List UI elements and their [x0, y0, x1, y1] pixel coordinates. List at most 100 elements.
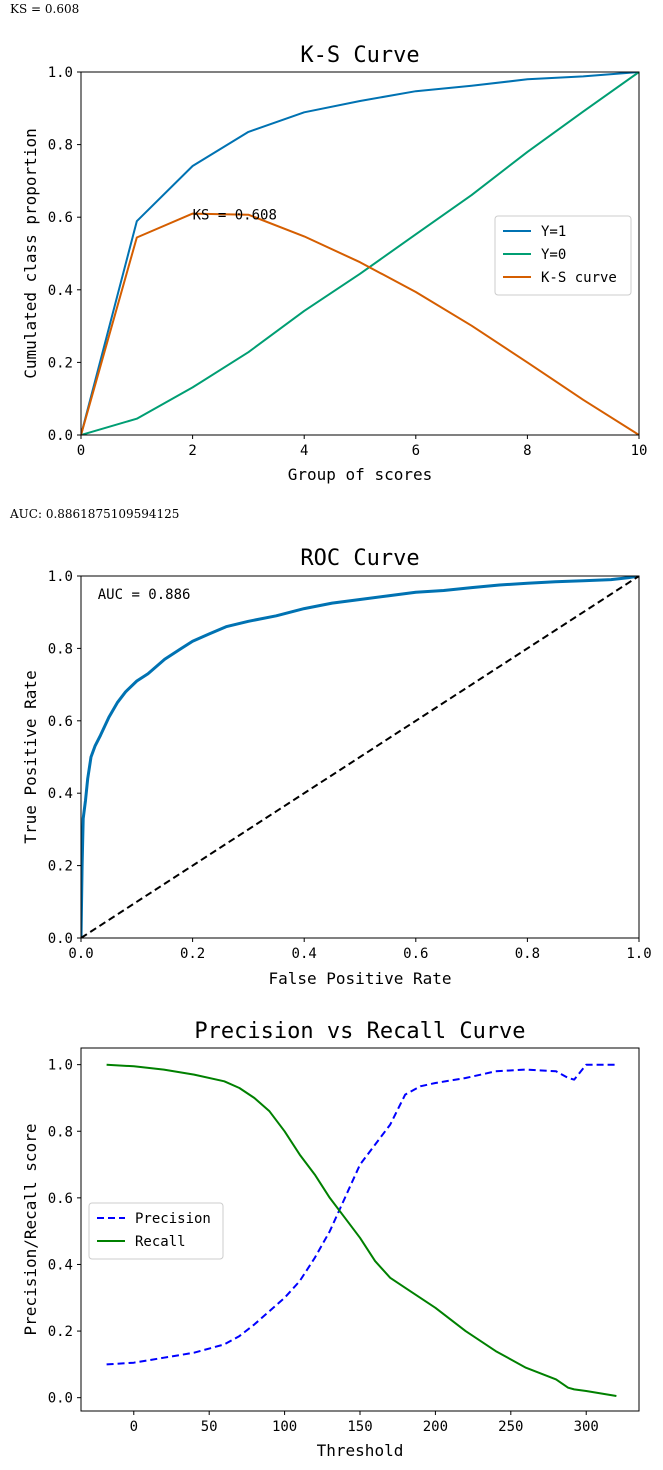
ks-series-y-0-line [81, 72, 639, 435]
roc-x-tick-label: 0.6 [403, 946, 428, 962]
ks-x-tick-label: 8 [523, 443, 531, 459]
pr-chart-title: Precision vs Recall Curve [194, 1019, 525, 1044]
roc-y-tick-label: 0.8 [48, 641, 73, 657]
pr-y-tick: 0.2 [48, 1324, 81, 1340]
roc-x-tick: 0.2 [180, 938, 205, 962]
ks-y-tick-label: 0.4 [48, 283, 73, 299]
ks-y-tick-label: 0.8 [48, 138, 73, 154]
ks-x-tick-label: 6 [412, 443, 420, 459]
roc-y-tick-label: 0.2 [48, 859, 73, 875]
roc-series-group [81, 576, 639, 938]
roc-y-tick: 0.8 [48, 641, 81, 657]
ks-axes-frame [80, 71, 640, 436]
roc-y-tick: 0.6 [48, 714, 81, 730]
pr-x-tick: 100 [272, 1411, 297, 1435]
pr-x-tick-label: 150 [347, 1419, 372, 1435]
roc-x-tick-label: 0.4 [292, 946, 317, 962]
roc-y-tick: 0.0 [48, 931, 81, 947]
pr-legend-label-recall: Recall [135, 1234, 186, 1250]
roc-x-tick-label: 0.0 [68, 946, 93, 962]
pr-x-tick: 150 [347, 1411, 373, 1435]
roc-axes-frame [80, 575, 640, 939]
ks-x-tick: 0 [77, 435, 85, 459]
pr-y-tick-label: 0.6 [48, 1191, 73, 1207]
ks-plot: 0 2 4 6 8 10 0.0 0.2 0.4 0.6 0.8 1.0 K-S Curve Group … [21, 43, 647, 484]
roc-x-axis-label: False Positive Rate [268, 969, 451, 988]
pr-plot: 0 50 100 150 200 250 300 0.0 0.2 0.4 0.6 0.8 1.0 Prec… [21, 1019, 640, 1460]
roc-series-diagonal-reference-line [81, 576, 639, 938]
pr-legend: Precision Recall [88, 1202, 224, 1260]
auc-printout: AUC: 0.8861875109594125 [10, 507, 180, 521]
roc-y-tick: 1.0 [48, 569, 81, 585]
roc-chart-title: ROC Curve [300, 546, 419, 571]
roc-plot: 0.0 0.2 0.4 0.6 0.8 1.0 0.0 0.2 0.4 0.6 0.8 1.0 ROC … [21, 546, 652, 988]
ks-y-tick: 0.8 [48, 138, 81, 154]
roc-annotation: AUC = 0.886 [98, 587, 191, 603]
roc-x-tick: 0.6 [403, 938, 428, 962]
pr-y-tick: 0.4 [48, 1257, 81, 1273]
ks-y-tick: 0.4 [48, 283, 81, 299]
pr-x-tick: 250 [498, 1411, 523, 1435]
pr-y-tick-label: 0.4 [48, 1257, 73, 1273]
pr-x-tick: 0 [130, 1411, 138, 1435]
ks-y-axis-label: Cumulated class proportion [21, 128, 40, 378]
ks-x-axis-label: Group of scores [288, 465, 433, 484]
roc-x-tick: 0.0 [68, 938, 94, 962]
ks-x-tick: 4 [300, 435, 308, 459]
ks-legend: Y=1 Y=0 K-S curve [494, 215, 632, 296]
ks-printout: KS = 0.608 [10, 2, 80, 16]
pr-x-tick: 50 [201, 1411, 218, 1435]
ks-legend-label-y-1: Y=1 [541, 224, 566, 240]
roc-x-tick-label: 1.0 [626, 946, 651, 962]
pr-series-group [106, 1063, 617, 1397]
pr-x-tick: 300 [574, 1411, 599, 1435]
ks-chart-title: K-S Curve [300, 43, 419, 68]
roc-x-tick: 0.8 [515, 938, 540, 962]
pr-x-tick-label: 100 [272, 1419, 297, 1435]
ks-x-tick-label: 10 [631, 443, 648, 459]
pr-series-recall-line [106, 1063, 617, 1397]
ks-x-tick: 6 [412, 435, 420, 459]
roc-y-tick: 0.4 [48, 786, 81, 802]
pr-y-tick-label: 0.2 [48, 1324, 73, 1340]
pr-y-axis-label: Precision/Recall score [21, 1124, 40, 1336]
ks-y-tick-label: 0.6 [48, 210, 73, 226]
ks-y-tick-label: 0.0 [48, 428, 73, 444]
ks-series-k-s-curve-line [81, 212, 639, 435]
ks-x-tick-label: 2 [188, 443, 196, 459]
ks-x-tick-label: 4 [300, 443, 308, 459]
roc-x-tick: 0.4 [292, 938, 317, 962]
pr-y-tick: 0.6 [48, 1191, 81, 1207]
pr-x-tick-label: 0 [130, 1419, 138, 1435]
roc-y-axis-label: True Positive Rate [21, 670, 40, 843]
pr-x-tick-label: 300 [574, 1419, 599, 1435]
roc-x-tick: 1.0 [626, 938, 652, 962]
ks-y-tick-label: 1.0 [48, 65, 73, 81]
roc-y-tick-label: 1.0 [48, 569, 73, 585]
ks-y-tick: 0.0 [48, 428, 81, 444]
pr-y-tick-label: 0.0 [48, 1391, 73, 1407]
ks-annotation: KS = 0.608 [193, 207, 277, 223]
pr-x-tick-label: 200 [423, 1419, 448, 1435]
roc-x-tick-label: 0.2 [180, 946, 205, 962]
ks-x-tick: 10 [631, 435, 648, 459]
pr-legend-label-precision: Precision [135, 1211, 211, 1227]
ks-y-tick: 0.2 [48, 355, 81, 371]
ks-legend-label-k-s-curve: K-S curve [541, 270, 617, 286]
ks-legend-box [494, 215, 632, 296]
pr-y-tick-label: 0.8 [48, 1124, 73, 1140]
ks-x-tick-label: 0 [77, 443, 85, 459]
pr-series-precision-line [106, 1063, 617, 1366]
pr-x-tick-label: 50 [201, 1419, 218, 1435]
roc-series-roc-line [81, 576, 639, 938]
pr-y-tick: 0.8 [48, 1124, 81, 1140]
roc-y-tick-label: 0.0 [48, 931, 73, 947]
roc-y-tick-label: 0.4 [48, 786, 73, 802]
ks-y-tick-label: 0.2 [48, 355, 73, 371]
ks-series-y-1-line [81, 72, 639, 435]
pr-x-axis-label: Threshold [317, 1441, 404, 1460]
pr-y-tick-label: 1.0 [48, 1058, 73, 1074]
roc-y-tick: 0.2 [48, 859, 81, 875]
pr-y-tick: 1.0 [48, 1058, 81, 1074]
